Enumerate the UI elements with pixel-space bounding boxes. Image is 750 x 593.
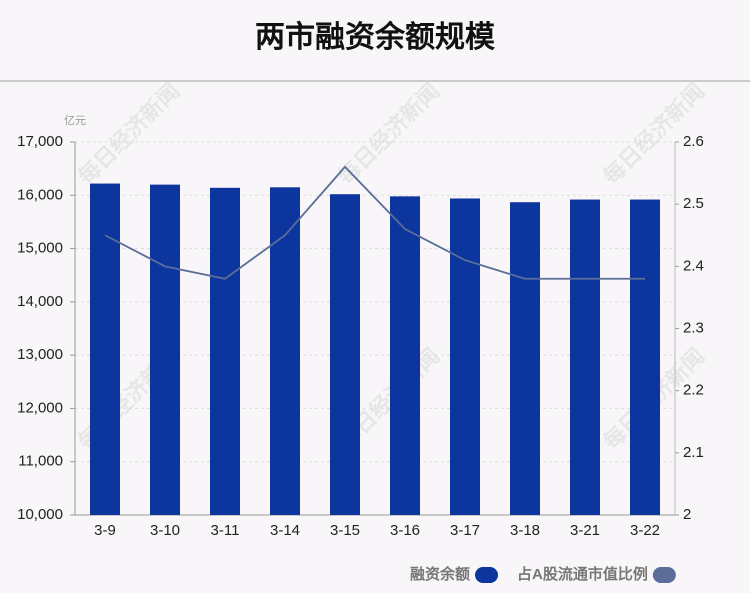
x-tick-label: 3-15 [330,522,360,539]
y-tick-label: 12,000 [17,399,63,416]
y-tick-label: 15,000 [17,240,63,257]
unit-label: 亿元 [64,114,86,127]
x-tick-label: 3-22 [630,522,660,539]
bar [210,187,240,515]
bar [390,196,420,515]
legend-label: 融资余额 [410,565,470,583]
x-tick-label: 3-11 [211,522,240,539]
bar [330,194,360,515]
y2-tick-label: 2.4 [683,257,704,274]
bar [150,184,180,515]
y-tick-label: 11,000 [18,453,63,470]
y-tick-label: 17,000 [17,133,63,150]
x-tick-label: 3-16 [390,522,420,539]
bar [270,187,300,516]
y2-tick-label: 2.5 [683,195,704,212]
x-tick-label: 3-10 [150,522,180,539]
x-tick-label: 3-21 [570,522,600,539]
bar [450,198,480,516]
x-tick-label: 3-14 [270,522,300,539]
chart-title: 两市融资余额规模 [255,20,495,54]
x-tick-label: 3-9 [94,522,116,539]
y2-tick-label: 2.3 [683,319,704,336]
y-tick-label: 10,000 [17,506,63,523]
y-tick-label: 16,000 [17,186,63,203]
bar [570,199,600,515]
line [104,165,645,280]
y2-tick-label: 2 [683,506,691,523]
x-tick-label: 3-17 [450,522,480,539]
legend-label: 占A股流通市值比例 [517,565,648,583]
bar [630,199,660,515]
x-tick-label: 3-18 [510,522,540,539]
bar [510,202,540,515]
legend-swatch [652,567,676,583]
y2-tick-label: 2.2 [683,382,704,399]
legend-swatch [475,567,499,583]
y2-tick-label: 2.1 [683,444,704,461]
y2-tick-label: 2.6 [683,133,704,150]
y-tick-label: 13,000 [17,346,63,363]
bar [90,183,120,515]
y-tick-label: 14,000 [17,293,63,310]
